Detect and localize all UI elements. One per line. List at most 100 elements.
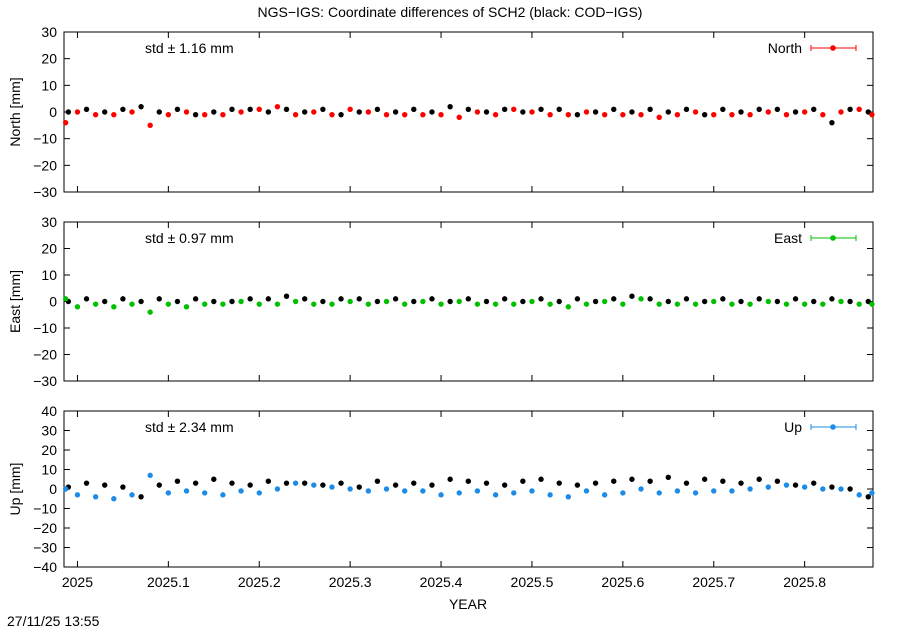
data-point <box>620 111 626 118</box>
data-point <box>520 478 526 484</box>
data-point <box>647 106 653 113</box>
data-point <box>601 298 608 305</box>
data-point <box>202 111 208 118</box>
data-point <box>74 109 81 115</box>
data-point <box>229 106 235 113</box>
data-point <box>529 298 535 305</box>
data-point <box>74 492 81 498</box>
std-label: std ± 0.97 mm <box>145 230 234 246</box>
data-point <box>592 480 599 486</box>
legend-label: East <box>774 230 802 246</box>
data-point <box>683 480 690 486</box>
data-point <box>665 109 671 115</box>
data-point <box>438 301 444 307</box>
data-point <box>483 480 490 486</box>
data-point <box>202 301 208 307</box>
data-point <box>765 109 771 115</box>
data-point <box>292 111 299 118</box>
data-point <box>129 301 135 307</box>
y-tick-label: −30 <box>33 184 57 200</box>
data-point <box>65 109 72 115</box>
data-point <box>411 298 417 305</box>
data-point <box>120 484 126 490</box>
data-point <box>456 298 462 305</box>
data-point <box>829 296 835 302</box>
data-point <box>747 301 753 307</box>
y-tick-label: 10 <box>41 462 57 478</box>
legend: Up <box>784 419 857 435</box>
data-point <box>356 484 362 490</box>
data-point <box>401 111 408 118</box>
y-tick-label: −20 <box>33 157 57 173</box>
data-point <box>356 296 362 302</box>
data-point <box>420 298 426 305</box>
series-east <box>62 296 875 315</box>
data-point <box>538 476 544 482</box>
data-point <box>665 298 671 305</box>
x-tick-label: 2025.4 <box>420 574 463 590</box>
data-point <box>274 301 281 307</box>
data-point <box>547 111 553 118</box>
data-point <box>611 478 617 484</box>
data-point <box>83 480 90 486</box>
legend-marker <box>830 424 836 430</box>
data-point <box>456 490 462 496</box>
data-point <box>347 486 353 492</box>
std-label: std ± 1.16 mm <box>145 40 234 56</box>
data-point <box>756 476 762 482</box>
data-point <box>129 492 135 498</box>
data-point <box>674 488 681 494</box>
y-tick-label: −40 <box>33 559 57 575</box>
data-point <box>701 111 708 118</box>
data-point <box>256 301 262 307</box>
data-point <box>856 492 862 498</box>
data-point <box>820 486 826 492</box>
data-point <box>711 111 717 118</box>
data-point <box>556 480 562 486</box>
data-point <box>729 111 735 118</box>
data-point <box>483 109 490 115</box>
legend-label: Up <box>784 419 802 435</box>
data-point <box>474 109 481 115</box>
data-point <box>192 111 199 118</box>
y-tick-label: −30 <box>33 373 57 389</box>
data-point <box>302 480 308 486</box>
data-point <box>547 301 553 307</box>
data-point <box>83 106 90 113</box>
data-point <box>465 478 472 484</box>
data-point <box>729 488 735 494</box>
data-point <box>265 109 272 115</box>
data-point <box>692 490 699 496</box>
data-point <box>592 109 599 115</box>
data-point <box>62 119 69 126</box>
data-point <box>620 301 626 307</box>
data-point <box>511 106 517 113</box>
data-point <box>720 478 726 484</box>
data-point <box>247 482 253 488</box>
data-point <box>192 296 199 302</box>
data-point <box>601 492 608 498</box>
data-point <box>765 298 771 305</box>
data-point <box>283 106 290 113</box>
data-point <box>692 301 699 307</box>
data-point <box>365 109 372 115</box>
data-point <box>447 476 453 482</box>
data-point <box>556 298 562 305</box>
data-point <box>511 490 517 496</box>
data-point <box>62 486 69 492</box>
data-point <box>338 111 344 118</box>
data-point <box>320 482 326 488</box>
std-label: std ± 2.34 mm <box>145 419 234 435</box>
data-point <box>465 296 472 302</box>
data-point <box>838 109 844 115</box>
data-point <box>247 296 253 302</box>
data-point <box>747 486 753 492</box>
data-point <box>111 304 117 310</box>
data-point <box>674 301 681 307</box>
data-point <box>447 298 453 305</box>
data-point <box>383 486 390 492</box>
data-point <box>202 490 208 496</box>
data-point <box>474 488 481 494</box>
data-point <box>829 119 835 126</box>
data-point <box>147 309 153 315</box>
